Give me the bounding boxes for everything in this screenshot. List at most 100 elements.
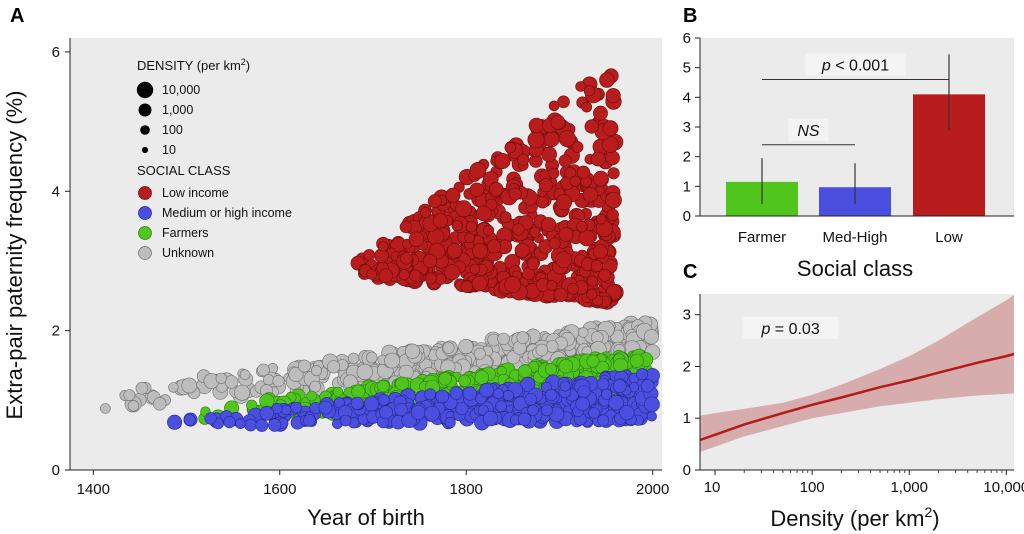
panel-a-y-tick-label: 4 [52,183,60,200]
point-low [451,220,463,232]
panel-c-confidence-band [700,295,1014,452]
point-low [529,226,541,238]
point-low [593,105,608,121]
point-low [378,268,394,284]
panel-b-y-tick-label: 3 [683,119,691,136]
panel-a-x-tick-label: 1800 [450,481,483,498]
point-medium [410,404,426,420]
point-unknown [473,347,486,360]
legend-class-label-unknown: Unknown [162,246,214,260]
point-low [494,153,511,170]
point-low [528,117,545,134]
annotation-text-rest: < 0.001 [831,58,889,75]
point-unknown [224,375,239,389]
legend-density-title-main: DENSITY (per km [137,58,241,73]
panel-label-a: A [10,5,24,27]
point-low [607,167,620,180]
legend-class-marker-unknown [138,246,152,260]
point-low [504,276,522,294]
legend-class-marker-medium [138,206,152,220]
point-medium [444,417,456,429]
legend-size-marker [136,81,154,99]
point-medium [495,400,507,413]
legend-class-marker-farmers [138,226,152,240]
point-low [400,252,413,265]
point-farmers [332,386,344,398]
point-low [444,264,461,281]
point-unknown [135,381,149,395]
panel-c-x-axis-title-end: ) [932,506,939,531]
annotation-label-bg [742,316,839,339]
point-low [514,242,530,258]
point-low [605,150,620,166]
point-low [582,187,599,203]
panel-b-y-tick-label: 6 [683,30,691,47]
annotation-label-bg [805,53,906,76]
point-medium [619,405,635,421]
annotation-text: p < 0.001 [821,58,889,75]
point-medium [235,418,246,430]
point-low [489,182,504,197]
point-low [409,269,422,282]
panel-c-x-tick-label: 100 [800,479,825,496]
point-farmers [558,359,574,374]
panel-c-x-tick-label: 10 [704,479,721,496]
point-medium [502,389,514,401]
point-unknown [181,377,198,394]
point-unknown [263,374,275,386]
series-unknown [100,315,661,414]
point-farmers [629,353,644,368]
point-farmers [518,364,532,379]
point-unknown [234,384,251,401]
point-unknown [545,340,559,353]
point-low [435,273,447,285]
point-medium [600,388,613,400]
point-low [427,194,442,209]
point-low [471,275,488,292]
point-medium [596,377,610,391]
point-farmers [544,363,558,376]
point-medium [449,386,463,400]
annotation-text-italic: NS [797,123,820,140]
point-medium [318,400,333,415]
point-medium [455,402,469,416]
point-medium [577,385,591,399]
point-low [595,213,607,225]
panel-label-b: B [683,5,697,27]
point-low [483,224,495,236]
point-low [571,141,584,153]
point-low [517,153,530,166]
point-low [590,259,603,272]
point-low [527,131,545,149]
annotation-text: p = 0.03 [760,321,819,338]
annotation-label-bg [788,118,829,141]
point-low [499,211,512,223]
panel-b-x-tick-label: Low [935,229,963,246]
point-low [548,167,560,179]
point-low [599,72,615,88]
point-medium [377,393,390,406]
legend-class-title: SOCIAL CLASS [137,163,231,178]
point-low [447,243,463,259]
point-medium [646,411,657,422]
point-low [558,227,574,242]
point-medium [559,380,571,392]
point-unknown [327,360,341,374]
point-low [605,191,622,209]
legend-class-marker-low [138,186,152,200]
panel-c-x-tick-label: 10,000 [983,479,1024,496]
panel-b-bars [726,54,985,216]
point-medium [644,396,660,413]
point-farmers [438,372,452,386]
point-low [550,114,566,130]
point-medium [541,404,553,417]
point-unknown [127,400,140,412]
panel-b-x-tick-label: Med-High [822,229,887,246]
point-low [536,196,549,209]
point-unknown [215,372,227,384]
point-low [472,242,488,259]
point-low [593,170,609,187]
point-low [578,229,596,247]
panel-c-y-tick-label: 2 [683,358,691,375]
